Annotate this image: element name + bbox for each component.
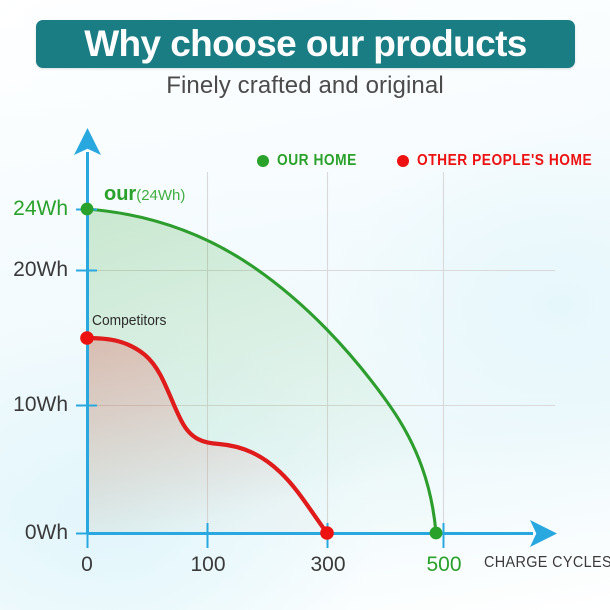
chart-legend: OUR HOME OTHER PEOPLE'S HOME	[250, 148, 600, 174]
marker-other-home-end	[320, 526, 334, 540]
legend-dot-green-icon	[257, 155, 269, 167]
x-axis-label-100: 100	[190, 553, 226, 576]
series-area-other-home	[87, 338, 327, 533]
legend-item-other-home: OTHER PEOPLE'S HOME	[397, 148, 610, 174]
y-axis-label-24wh: 24Wh	[13, 197, 68, 220]
x-axis-label-300: 300	[310, 553, 346, 576]
legend-dot-red-icon	[397, 155, 409, 167]
page-title: Why choose our products	[84, 23, 527, 64]
marker-other-home-start	[80, 331, 94, 345]
y-axis-label-10wh: 10Wh	[13, 393, 68, 416]
title-banner: Why choose our products	[36, 20, 575, 68]
series-line-other-home	[84, 335, 330, 536]
legend-item-our-home: OUR HOME	[257, 148, 370, 174]
legend-label-our-home: OUR HOME	[277, 152, 357, 169]
legend-label-other-home: OTHER PEOPLE'S HOME	[417, 152, 593, 169]
annotation-our-word: our	[104, 183, 137, 205]
marker-our-home-start	[80, 202, 94, 216]
x-axis-label-500: 500	[426, 553, 462, 576]
page-subtitle: Finely crafted and original	[166, 72, 444, 99]
annotation-our-capacity: our(24Wh)	[104, 183, 185, 206]
annotation-competitors: Competitors	[92, 312, 167, 329]
y-axis-label-20wh: 20Wh	[13, 258, 68, 281]
x-axis-title: CHARGE CYCLES	[484, 554, 610, 571]
x-axis-label-0: 0	[81, 553, 93, 576]
y-axis-label-0wh: 0Wh	[24, 521, 68, 544]
annotation-our-value: (24Wh)	[136, 187, 186, 204]
series-line-our-home	[85, 207, 438, 535]
marker-our-home-end	[429, 526, 443, 540]
